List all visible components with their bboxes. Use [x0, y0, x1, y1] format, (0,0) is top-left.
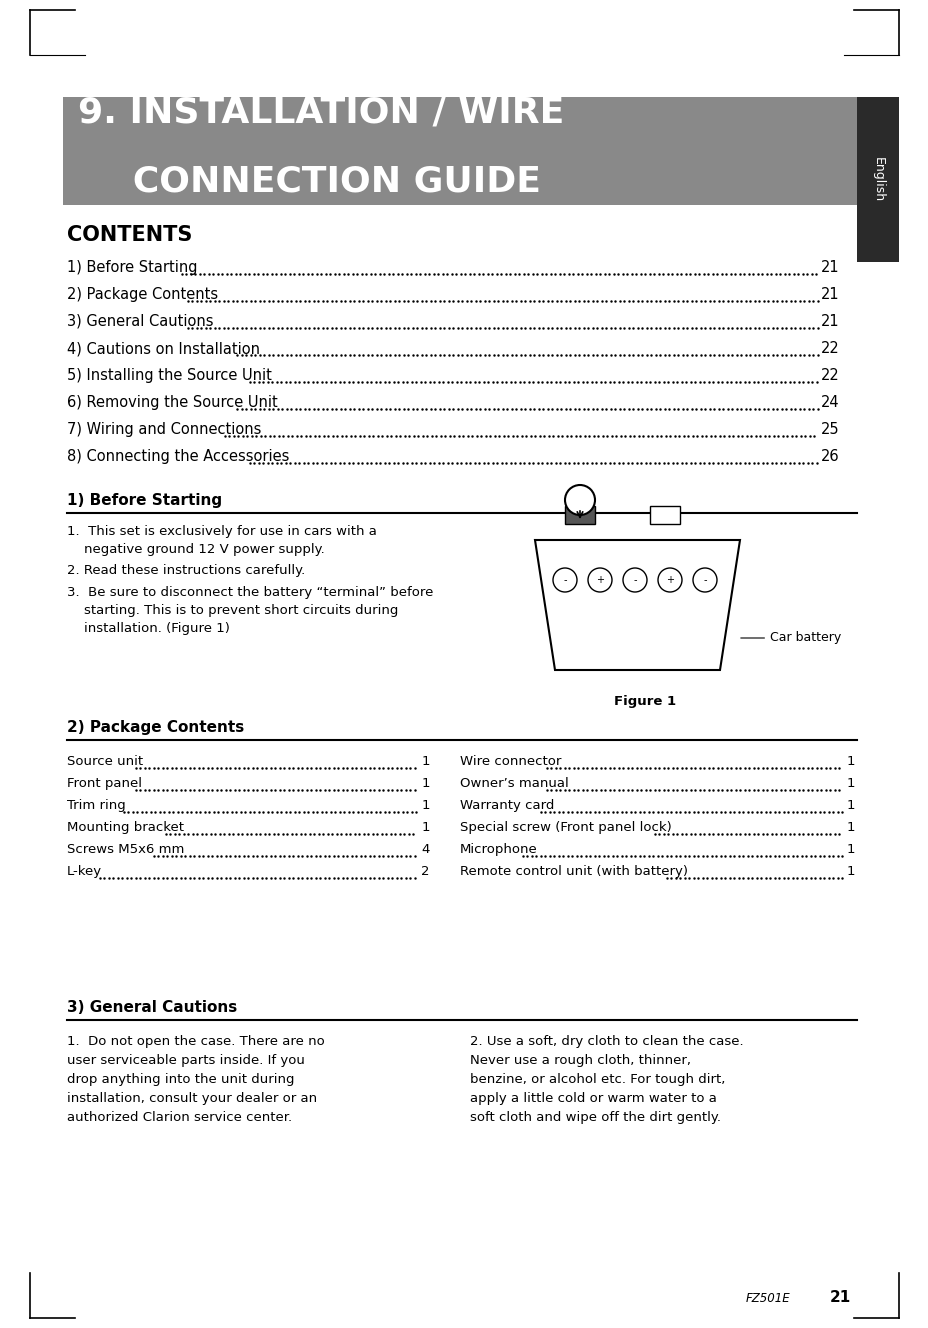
Text: +: +	[596, 575, 603, 586]
Circle shape	[564, 485, 594, 515]
Text: 1: 1	[845, 756, 854, 768]
Text: 1) Before Starting: 1) Before Starting	[67, 493, 222, 509]
Text: English: English	[870, 157, 883, 202]
Text: 1.  Do not open the case. There are no
user serviceable parts inside. If you
dro: 1. Do not open the case. There are no us…	[67, 1035, 325, 1123]
Text: 22: 22	[820, 368, 839, 382]
Text: CONTENTS: CONTENTS	[67, 224, 192, 244]
Text: Trim ring: Trim ring	[67, 799, 125, 811]
Text: 21: 21	[820, 287, 839, 301]
Text: 1: 1	[421, 799, 430, 811]
Text: Microphone: Microphone	[459, 843, 537, 857]
Text: 2) Package Contents: 2) Package Contents	[67, 720, 244, 734]
Text: 5) Installing the Source Unit: 5) Installing the Source Unit	[67, 368, 272, 382]
Polygon shape	[535, 540, 740, 671]
Text: Wire connector: Wire connector	[459, 756, 561, 768]
Text: 2. Read these instructions carefully.: 2. Read these instructions carefully.	[67, 564, 305, 576]
Text: 3.  Be sure to disconnect the battery “terminal” before
    starting. This is to: 3. Be sure to disconnect the battery “te…	[67, 586, 432, 635]
Circle shape	[623, 568, 646, 592]
Circle shape	[657, 568, 681, 592]
Text: CONNECTION GUIDE: CONNECTION GUIDE	[95, 163, 540, 198]
Text: -: -	[633, 575, 636, 586]
Text: FZ501E: FZ501E	[744, 1292, 789, 1304]
Text: 2) Package Contents: 2) Package Contents	[67, 287, 218, 301]
Text: 2: 2	[421, 865, 430, 878]
Bar	[856, 97, 898, 262]
Text: 1.  This set is exclusively for use in cars with a
    negative ground 12 V powe: 1. This set is exclusively for use in ca…	[67, 525, 377, 556]
Text: Source unit: Source unit	[67, 756, 143, 768]
Bar	[63, 97, 856, 205]
Text: Special screw (Front panel lock): Special screw (Front panel lock)	[459, 821, 671, 834]
Text: 1: 1	[845, 821, 854, 834]
Text: 1: 1	[845, 865, 854, 878]
Circle shape	[587, 568, 612, 592]
Text: 1: 1	[845, 777, 854, 790]
Text: 1) Before Starting: 1) Before Starting	[67, 260, 198, 275]
Bar	[650, 506, 679, 525]
Text: -: -	[562, 575, 566, 586]
Text: 7) Wiring and Connections: 7) Wiring and Connections	[67, 422, 261, 437]
Text: L-key: L-key	[67, 865, 102, 878]
Text: 8) Connecting the Accessories: 8) Connecting the Accessories	[67, 449, 289, 463]
Text: 4: 4	[421, 843, 430, 857]
Text: Remote control unit (with battery): Remote control unit (with battery)	[459, 865, 688, 878]
Text: 22: 22	[820, 341, 839, 356]
Text: 1: 1	[421, 821, 430, 834]
Text: 6) Removing the Source Unit: 6) Removing the Source Unit	[67, 394, 277, 410]
Text: Front panel: Front panel	[67, 777, 142, 790]
Text: 3) General Cautions: 3) General Cautions	[67, 1000, 237, 1015]
Text: Screws M5x6 mm: Screws M5x6 mm	[67, 843, 184, 857]
Text: 9. INSTALLATION / WIRE: 9. INSTALLATION / WIRE	[78, 96, 564, 130]
Text: Car battery: Car battery	[740, 632, 841, 644]
Text: 4) Cautions on Installation: 4) Cautions on Installation	[67, 341, 260, 356]
Text: 21: 21	[820, 260, 839, 275]
Text: 1: 1	[845, 799, 854, 811]
Text: 1: 1	[421, 756, 430, 768]
Text: 1: 1	[845, 843, 854, 857]
Text: 26: 26	[820, 449, 839, 463]
Circle shape	[692, 568, 716, 592]
Text: 21: 21	[820, 313, 839, 329]
Text: Mounting bracket: Mounting bracket	[67, 821, 184, 834]
Text: Figure 1: Figure 1	[613, 695, 676, 708]
Text: 21: 21	[829, 1291, 850, 1305]
Text: 24: 24	[820, 394, 839, 410]
Text: 25: 25	[820, 422, 839, 437]
Text: 3) General Cautions: 3) General Cautions	[67, 313, 213, 329]
Text: 2. Use a soft, dry cloth to clean the case.
Never use a rough cloth, thinner,
be: 2. Use a soft, dry cloth to clean the ca…	[470, 1035, 742, 1123]
Text: Warranty card: Warranty card	[459, 799, 554, 811]
Bar	[564, 506, 594, 525]
Text: +: +	[665, 575, 674, 586]
Text: 1: 1	[421, 777, 430, 790]
Circle shape	[552, 568, 576, 592]
Text: Owner’s manual: Owner’s manual	[459, 777, 568, 790]
Text: -: -	[702, 575, 706, 586]
